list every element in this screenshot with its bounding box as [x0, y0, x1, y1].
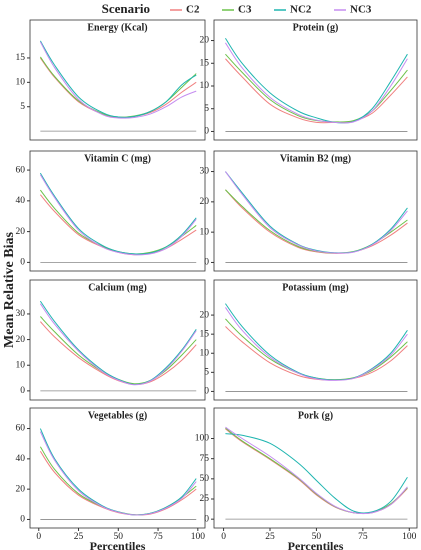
series-line — [225, 433, 408, 514]
series-line — [39, 316, 197, 385]
y-tick-label: 20 — [16, 335, 26, 345]
series-line — [225, 37, 408, 124]
x-axis-label: Percentiles — [288, 539, 344, 550]
y-tick-label: 15 — [200, 58, 210, 68]
panel-title: Pork (g) — [298, 410, 333, 421]
panel-title: Vegetables (g) — [88, 410, 147, 421]
x-tick-label: 25 — [74, 532, 84, 542]
legend-label: NC3 — [350, 4, 372, 16]
x-tick-label: 50 — [312, 532, 322, 542]
x-tick-label: 50 — [114, 532, 124, 542]
series-line — [39, 57, 197, 119]
series-line — [225, 427, 408, 514]
y-tick-label: 10 — [16, 360, 26, 370]
x-axis-label: Percentiles — [90, 539, 146, 550]
x-tick-label: 100 — [191, 532, 206, 542]
series-line — [39, 56, 197, 118]
y-tick-label: 10 — [200, 348, 210, 358]
panel-frame — [29, 407, 206, 529]
series-line — [225, 189, 408, 254]
panel-frame — [29, 19, 206, 141]
series-line — [39, 428, 197, 516]
series-line — [225, 318, 408, 381]
panel-frame — [29, 279, 206, 401]
series-line — [225, 426, 408, 515]
y-tick-label: 25 — [200, 494, 210, 504]
y-tick-label: 20 — [16, 484, 26, 494]
y-tick-label: 20 — [200, 36, 210, 46]
y-tick-label: 40 — [16, 196, 26, 206]
legend-label: C3 — [238, 4, 252, 16]
x-tick-label: 0 — [221, 532, 226, 542]
panel-frame — [213, 279, 418, 401]
y-tick-label: 0 — [20, 515, 25, 525]
y-axis-label: Mean Relative Bias — [2, 232, 17, 348]
y-tick-label: 0 — [20, 386, 25, 396]
legend-label: C2 — [186, 4, 200, 16]
series-line — [39, 303, 197, 386]
panel-frame — [213, 19, 418, 141]
y-tick-label: 100 — [195, 434, 210, 444]
panel-title: Potassium (mg) — [282, 282, 348, 293]
panel-title: Calcium (mg) — [88, 282, 147, 293]
y-tick-label: 50 — [200, 474, 210, 484]
series-line — [225, 307, 408, 381]
y-tick-label: 0 — [204, 127, 209, 137]
y-tick-label: 0 — [204, 258, 209, 268]
x-tick-label: 75 — [358, 532, 368, 542]
series-line — [39, 41, 197, 119]
panel-title: Energy (Kcal) — [87, 22, 147, 33]
series-line — [225, 42, 408, 124]
y-tick-label: 10 — [200, 81, 210, 91]
panel-title: Vitamin C (mg) — [84, 153, 151, 164]
series-line — [225, 171, 408, 254]
y-tick-label: 20 — [200, 197, 210, 207]
y-tick-label: 15 — [200, 329, 210, 339]
panel-title: Vitamin B2 (mg) — [280, 153, 351, 164]
panel-frame — [213, 407, 418, 529]
y-tick-label: 5 — [204, 104, 209, 114]
y-tick-label: 0 — [20, 258, 25, 268]
panel-title: Protein (g) — [293, 22, 339, 33]
legend-title: Scenario — [102, 1, 150, 16]
x-tick-label: 75 — [153, 532, 163, 542]
series-line — [225, 58, 408, 124]
y-tick-label: 10 — [16, 78, 26, 88]
series-line — [225, 326, 408, 381]
series-line — [39, 172, 197, 255]
y-tick-label: 5 — [20, 102, 25, 112]
y-tick-label: 60 — [16, 424, 26, 434]
series-line — [39, 194, 197, 256]
y-tick-label: 40 — [16, 454, 26, 464]
series-line — [39, 321, 197, 385]
y-tick-label: 15 — [16, 53, 26, 63]
series-line — [39, 450, 197, 516]
y-tick-label: 20 — [200, 310, 210, 320]
y-tick-label: 0 — [204, 387, 209, 397]
series-line — [39, 174, 197, 256]
y-tick-label: 20 — [16, 227, 26, 237]
y-tick-label: 30 — [200, 167, 210, 177]
series-line — [225, 189, 408, 254]
series-line — [225, 428, 408, 515]
series-line — [225, 171, 408, 254]
series-line — [39, 431, 197, 516]
series-line — [39, 40, 197, 118]
series-line — [225, 303, 408, 381]
series-line — [39, 300, 197, 385]
panel-frame — [213, 150, 418, 272]
x-tick-label: 25 — [265, 532, 275, 542]
y-tick-label: 60 — [16, 165, 26, 175]
legend-label: NC2 — [290, 4, 312, 16]
x-tick-label: 0 — [36, 532, 41, 542]
x-tick-label: 100 — [402, 532, 417, 542]
panel-frame — [29, 150, 206, 272]
y-tick-label: 0 — [204, 514, 209, 524]
y-tick-label: 30 — [16, 309, 26, 319]
y-tick-label: 10 — [200, 227, 210, 237]
y-tick-label: 75 — [200, 454, 210, 464]
y-tick-label: 5 — [204, 368, 209, 378]
